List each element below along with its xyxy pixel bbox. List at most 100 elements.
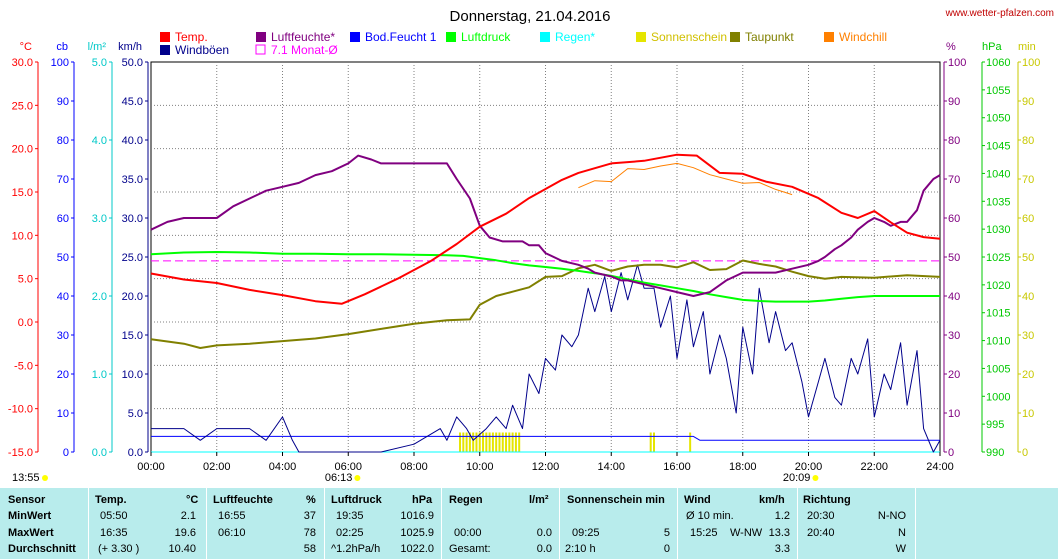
max-temp-time: 16:35 bbox=[100, 527, 128, 539]
min-humidity-value: 37 bbox=[303, 510, 316, 522]
right-axis-tick-label: 50 bbox=[1022, 252, 1034, 264]
right-axis-tick-label: 90 bbox=[1022, 96, 1034, 108]
left-axis-tick-label: 1.0 bbox=[92, 369, 107, 381]
sun-total-value: 0 bbox=[663, 543, 670, 555]
axes: °C 30.0 25.0 20.0 15.0 10.0 5.0 0.0 -5.0 -10.0 -15… bbox=[8, 41, 1040, 459]
left-axis-tick-label: 25.0 bbox=[12, 100, 33, 112]
right-axis-tick-label: 1035 bbox=[986, 196, 1010, 208]
right-axis-unit: % bbox=[946, 41, 956, 53]
left-axis-tick-label: 5.0 bbox=[18, 274, 33, 286]
x-axis-tick-label: 20:00 bbox=[795, 461, 823, 473]
right-axis-tick-label: 1020 bbox=[986, 280, 1010, 292]
stats-average-row: Durchschnitt (+ 3.30 ) 10.40 58 ^1.2hPa/… bbox=[0, 541, 1058, 557]
x-axis-tick-label: 08:00 bbox=[400, 461, 428, 473]
right-axis-tick-label: 10 bbox=[1022, 408, 1034, 420]
min-label: MinWert bbox=[8, 510, 52, 522]
right-axis-tick-label: 80 bbox=[948, 135, 960, 147]
left-axis-tick-label: 40 bbox=[57, 291, 69, 303]
x-axis-tick-label: 00:00 bbox=[137, 461, 165, 473]
legend-label: Temp. bbox=[175, 30, 208, 44]
left-axis-unit: l/m² bbox=[88, 41, 107, 53]
x-axis-tick-label: 16:00 bbox=[663, 461, 691, 473]
left-axis-tick-label: 15.0 bbox=[12, 187, 33, 199]
average-humidity-value: 58 bbox=[303, 543, 316, 555]
series-line-windchill bbox=[578, 162, 793, 196]
x-axis-tick-label: 12:00 bbox=[532, 461, 560, 473]
right-axis-tick-label: 0 bbox=[1022, 447, 1028, 459]
legend-label: Windchill bbox=[839, 30, 887, 44]
right-axis-tick-label: 1015 bbox=[986, 308, 1010, 320]
legend: Temp.Windböen Luftfeuchte*7.1 Monat-Ø Bod.… bbox=[160, 30, 887, 57]
left-axis-tick-label: 60 bbox=[57, 213, 69, 225]
right-axis-tick-label: 1030 bbox=[986, 224, 1010, 236]
left-axis-tick-label: 80 bbox=[57, 135, 69, 147]
left-axis-tick-label: 30.0 bbox=[122, 213, 143, 225]
right-axis-tick-label: 40 bbox=[1022, 291, 1034, 303]
stats-panel: Sensor Temp. °C Luftfeuchte % Luftdruck … bbox=[0, 488, 1058, 559]
left-axis-tick-label: 40.0 bbox=[122, 135, 143, 147]
min-humidity-time: 16:55 bbox=[218, 510, 246, 522]
right-axis-tick-label: 40 bbox=[948, 291, 960, 303]
max-wind-value: 13.3 bbox=[768, 527, 790, 539]
right-axis-tick-label: 1055 bbox=[986, 85, 1010, 97]
left-axis-tick-label: 3.0 bbox=[92, 213, 107, 225]
x-axis: 00:00 02:00 04:00 06:00 08:00 10:00 12:00 14:00… bbox=[12, 452, 954, 484]
humidity-unit-header: % bbox=[306, 494, 316, 506]
max-rain-time: 00:00 bbox=[454, 527, 482, 539]
left-axis-tick-label: 20.0 bbox=[12, 144, 33, 156]
site-link[interactable]: www.wetter-pfalzen.com bbox=[945, 8, 1054, 19]
right-axis-tick-label: 50 bbox=[948, 252, 960, 264]
left-axis-tick-label: 5.0 bbox=[92, 57, 107, 69]
left-axis-tick-label: 5.0 bbox=[128, 408, 143, 420]
min-pressure-time: 19:35 bbox=[336, 510, 364, 522]
time-mark-icon bbox=[42, 475, 48, 481]
right-axis-tick-label: 10 bbox=[948, 408, 960, 420]
min-temp-value: 2.1 bbox=[180, 510, 196, 522]
left-axis-tick-label: -10.0 bbox=[8, 404, 33, 416]
series-line-windb-en bbox=[151, 264, 941, 453]
average-label: Durchschnitt bbox=[8, 543, 76, 555]
stats-max-row: MaxWert 16:35 19.6 06:10 78 02:25 1025.9… bbox=[0, 525, 1058, 541]
right-axis-tick-label: 1050 bbox=[986, 113, 1010, 125]
right-axis-tick-label: 0 bbox=[948, 447, 954, 459]
x-axis-tick-label: 06:00 bbox=[334, 461, 362, 473]
min-wind-value: 1.2 bbox=[774, 510, 790, 522]
temp-header: Temp. bbox=[95, 494, 127, 506]
right-axis-tick-label: 90 bbox=[948, 96, 960, 108]
series-layer bbox=[150, 153, 941, 453]
legend-swatch bbox=[636, 32, 646, 42]
chart-title: Donnerstag, 21.04.2016 bbox=[450, 8, 611, 25]
left-axis-tick-label: 20.0 bbox=[122, 291, 143, 303]
x-axis-tick-label: 24:00 bbox=[926, 461, 954, 473]
max-temp-value: 19.6 bbox=[174, 527, 196, 539]
max-label: MaxWert bbox=[8, 527, 54, 539]
right-axis-tick-label: 20 bbox=[1022, 369, 1034, 381]
average-temp-delta: (+ 3.30 ) bbox=[98, 543, 140, 555]
min-temp-time: 05:50 bbox=[100, 510, 128, 522]
sun-header: Sonnenschein min bbox=[567, 494, 665, 506]
x-axis-tick-label: 14:00 bbox=[597, 461, 625, 473]
left-axis-tick-label: 10 bbox=[57, 408, 69, 420]
max-humidity-time: 06:10 bbox=[218, 527, 246, 539]
left-axis-tick-label: 100 bbox=[51, 57, 69, 69]
pressure-header: Luftdruck bbox=[331, 494, 382, 506]
max-rain-value: 0.0 bbox=[536, 527, 552, 539]
grid bbox=[150, 61, 941, 453]
series-line-bod-feucht-1 bbox=[151, 435, 940, 441]
right-axis-unit: min bbox=[1018, 41, 1036, 53]
legend-swatch bbox=[824, 32, 834, 42]
legend-label: Bod.Feucht 1 bbox=[365, 30, 437, 44]
left-axis-tick-label: 50 bbox=[57, 252, 69, 264]
legend-swatch bbox=[160, 45, 170, 55]
sun-total-time: 2:10 h bbox=[565, 543, 596, 555]
left-axis-tick-label: 2.0 bbox=[92, 291, 107, 303]
max-sun-value: 5 bbox=[663, 527, 670, 539]
weather-chart: Donnerstag, 21.04.2016 www.wetter-pfalze… bbox=[8, 8, 1054, 484]
direction-header: Richtung bbox=[803, 494, 851, 506]
right-axis-unit: hPa bbox=[982, 41, 1002, 53]
left-axis-tick-label: 25.0 bbox=[122, 252, 143, 264]
right-axis-tick-label: 70 bbox=[948, 174, 960, 186]
right-axis-tick-label: 1025 bbox=[986, 252, 1010, 264]
max-wind-direction: W-NW bbox=[730, 527, 763, 539]
left-axis-tick-label: 90 bbox=[57, 96, 69, 108]
